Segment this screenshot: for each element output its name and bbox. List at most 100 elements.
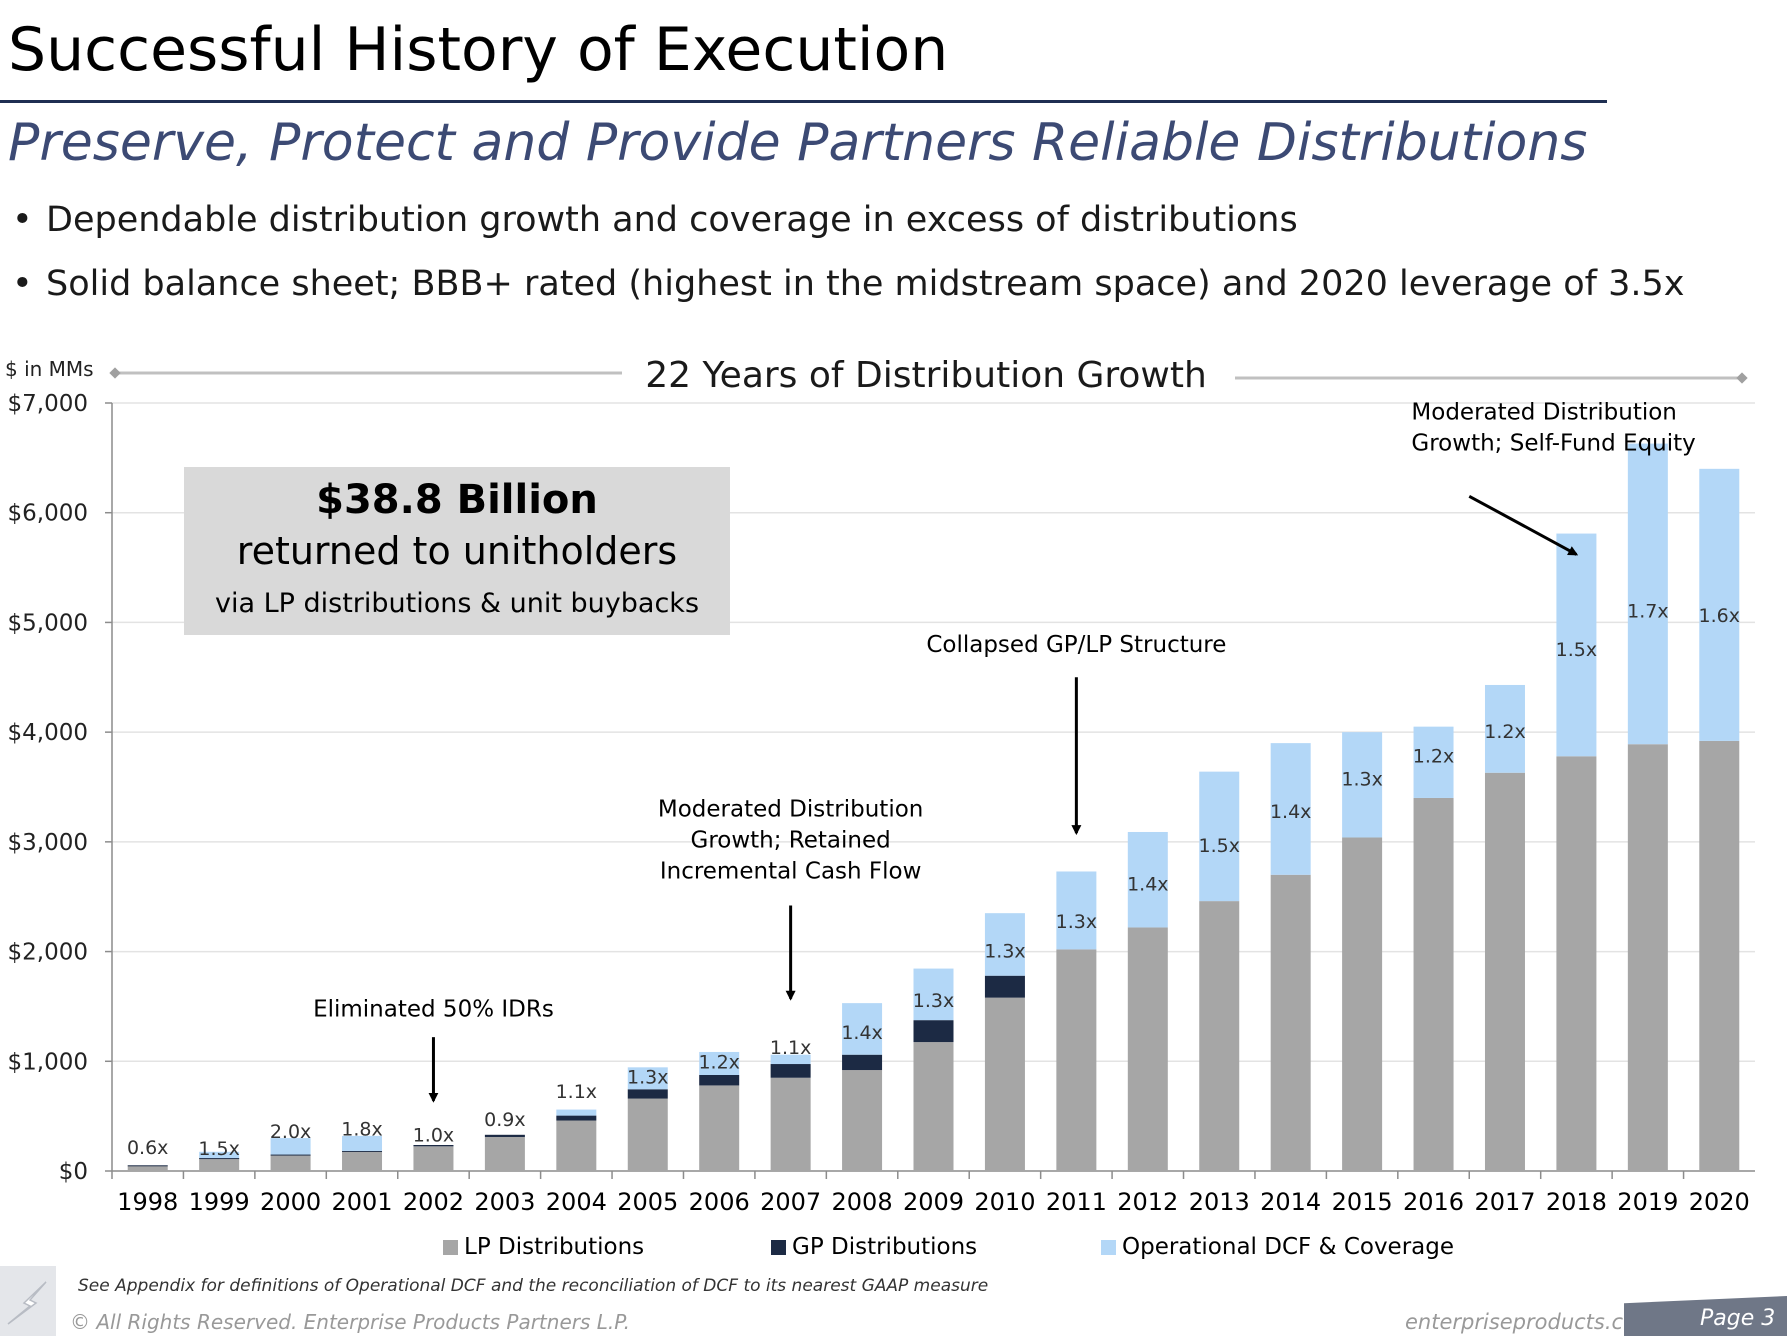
annotation-text: Collapsed GP/LP Structure <box>926 632 1226 658</box>
bar-lp-segment <box>413 1146 454 1171</box>
bar-dcf-segment <box>627 1067 668 1090</box>
y-tick-label: $1,000 <box>8 1049 88 1075</box>
bar-lp-segment <box>770 1077 811 1171</box>
bar-lp-segment <box>1127 927 1168 1171</box>
bar-dcf-segment <box>1484 684 1525 773</box>
bar-lp-segment <box>1556 756 1597 1171</box>
coverage-label: 1.3x <box>984 941 1025 963</box>
x-tick-label: 1999 <box>189 1188 250 1216</box>
bar-gp-segment <box>199 1158 240 1160</box>
title-rule-right-diamond <box>1736 372 1748 384</box>
bar-lp-segment <box>1056 949 1097 1171</box>
callout-line2: returned to unitholders <box>237 529 677 573</box>
callout-line3: via LP distributions & unit buybacks <box>215 588 699 619</box>
bullet-dot-icon: • <box>12 200 33 240</box>
coverage-label: 2.0x <box>270 1121 311 1143</box>
x-tick-label: 2010 <box>974 1188 1035 1216</box>
x-tick-label: 2013 <box>1189 1188 1250 1216</box>
y-tick-label: $4,000 <box>8 720 88 746</box>
x-tick-label: 2020 <box>1689 1188 1750 1216</box>
page-subtitle: Preserve, Protect and Provide Partners R… <box>8 113 1588 173</box>
bar-gp-segment <box>342 1150 383 1152</box>
bullet-list: • Dependable distribution growth and cove… <box>12 188 1684 316</box>
bar-lp-segment <box>1199 901 1240 1171</box>
x-tick-label: 2012 <box>1117 1188 1178 1216</box>
coverage-label: 1.2x <box>698 1051 739 1073</box>
legend-label-dcf: Operational DCF & Coverage <box>1122 1234 1454 1260</box>
x-tick-label: 2015 <box>1332 1188 1393 1216</box>
coverage-label: 1.2x <box>1413 745 1454 767</box>
x-tick-label: 2003 <box>474 1188 535 1216</box>
x-tick-label: 2008 <box>832 1188 893 1216</box>
distribution-chart: 22 Years of Distribution Growth $ in MMs… <box>5 355 1755 1260</box>
coverage-label: 1.7x <box>1627 600 1668 622</box>
coverage-label: 1.3x <box>1056 911 1097 933</box>
bar-dcf-segment <box>1413 726 1454 798</box>
bar-dcf-segment <box>1199 771 1240 902</box>
bar-lp-segment <box>842 1070 883 1171</box>
bar-dcf-segment <box>556 1109 597 1116</box>
x-tick-label: 2011 <box>1046 1188 1107 1216</box>
bullet-text: Solid balance sheet; BBB+ rated (highest… <box>46 264 1685 304</box>
bar-lp-segment <box>1699 740 1740 1171</box>
legend-swatch-lp <box>443 1240 458 1255</box>
bar-gp-segment <box>484 1134 525 1137</box>
chart-title: 22 Years of Distribution Growth <box>645 355 1207 396</box>
coverage-label: 1.3x <box>1341 768 1382 790</box>
bars <box>127 443 1740 1171</box>
x-tick-label: 2004 <box>546 1188 607 1216</box>
coverage-label: 1.4x <box>841 1022 882 1044</box>
bar-lp-segment <box>1270 874 1311 1171</box>
coverage-label: 1.1x <box>770 1037 811 1059</box>
bar-gp-segment <box>770 1064 811 1078</box>
x-tick-label: 2019 <box>1617 1188 1678 1216</box>
bar-lp-segment <box>984 997 1025 1171</box>
bar-dcf-segment <box>199 1151 240 1159</box>
bar-dcf-segment <box>1270 743 1311 875</box>
bar-gp-segment <box>556 1115 597 1121</box>
bar-lp-segment <box>1627 744 1668 1171</box>
bullet-text: Dependable distribution growth and cover… <box>46 200 1298 240</box>
annotation-text: Growth; Self-Fund Equity <box>1411 430 1695 456</box>
bar-dcf-segment <box>270 1138 311 1155</box>
page-tab <box>1624 1296 1787 1336</box>
x-tick-label: 2000 <box>260 1188 321 1216</box>
y-tick-label: $5,000 <box>8 610 88 636</box>
coverage-label: 1.5x <box>1199 835 1240 857</box>
bar-lp-segment <box>1342 837 1383 1171</box>
bar-dcf-segment <box>913 968 954 1021</box>
annotation-text: Moderated Distribution <box>658 797 923 823</box>
coverage-label: 1.2x <box>1484 721 1525 743</box>
annotation-arrow <box>1468 494 1579 556</box>
legend-swatch-dcf <box>1101 1240 1116 1255</box>
copyright: © All Rights Reserved. Enterprise Produc… <box>70 1310 630 1334</box>
y-tick-label: $3,000 <box>8 830 88 856</box>
coverage-label: 1.3x <box>913 990 954 1012</box>
y-tick-label: $6,000 <box>8 501 88 527</box>
legend-label-gp: GP Distributions <box>792 1234 977 1260</box>
bar-dcf-segment <box>1699 468 1740 741</box>
website-link[interactable]: enterpriseproducts.com <box>1405 1310 1657 1334</box>
annotation-text: Incremental Cash Flow <box>660 859 922 885</box>
coverage-label: 1.0x <box>413 1124 454 1146</box>
coverage-label: 1.5x <box>1556 639 1597 661</box>
coverage-label: 0.6x <box>127 1137 168 1159</box>
callout-box <box>184 467 730 635</box>
bar-lp-segment <box>699 1085 740 1171</box>
x-tick-label: 2001 <box>331 1188 392 1216</box>
bar-gp-segment <box>699 1075 740 1086</box>
coverage-labels: 0.6x 1.5x 2.0x 1.8x 1.0x 0.9x 1.1x 1.3x 1.2x 1.1x… <box>127 600 1740 1160</box>
y-axis-ticks: $0 $1,000 $2,000 $3,000 $4,000 $5,000 $6,000 $7… <box>8 391 1755 1185</box>
callout-headline: $38.8 Billion <box>316 477 598 523</box>
bar-dcf-segment <box>699 1051 740 1075</box>
bullet-item: • Solid balance sheet; BBB+ rated (highes… <box>12 252 1684 316</box>
bar-lp-segment <box>627 1098 668 1171</box>
coverage-label: 1.4x <box>1127 874 1168 896</box>
bar-dcf-segment <box>1627 443 1668 745</box>
legend-label-lp: LP Distributions <box>464 1234 644 1260</box>
unit-label: $ in MMs <box>5 357 94 381</box>
bar-lp-segment <box>199 1158 240 1171</box>
title-rule <box>0 100 1607 103</box>
coverage-label: 0.9x <box>484 1109 525 1131</box>
x-tick-label: 2017 <box>1474 1188 1535 1216</box>
